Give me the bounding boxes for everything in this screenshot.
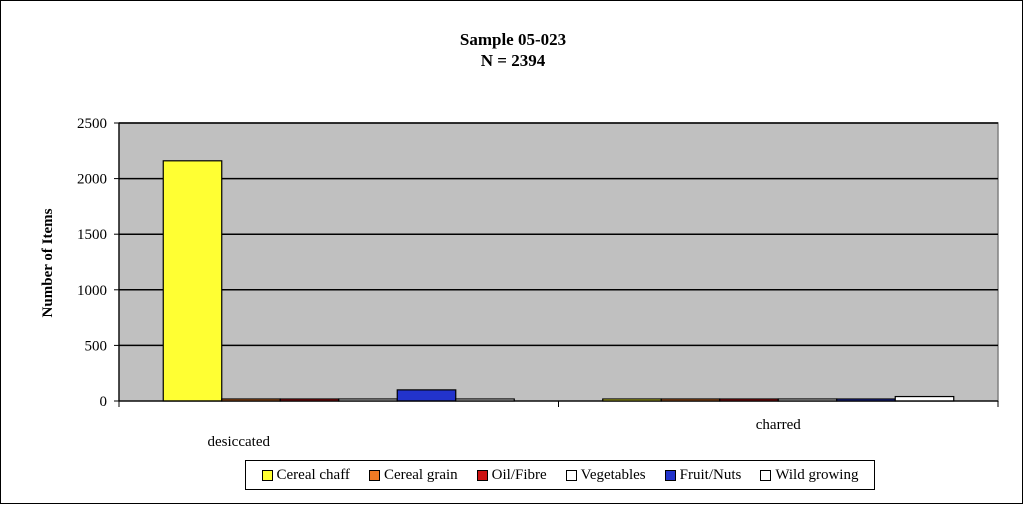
legend-label: Cereal grain [383, 466, 458, 483]
legend-label: Oil/Fibre [491, 466, 547, 483]
x-category-label: charred [756, 417, 801, 433]
legend-label: Vegetables [580, 466, 646, 483]
plot-area [118, 122, 999, 402]
y-tick-label: 2500 [77, 116, 107, 132]
legend-item: Oil/Fibre [476, 466, 547, 484]
legend-item: Vegetables [565, 466, 646, 484]
legend-label: Wild growing [775, 466, 859, 483]
y-tick-label: 2000 [77, 172, 107, 188]
legend-label: Fruit/Nuts [679, 466, 742, 483]
legend-item: Cereal chaff [261, 466, 350, 484]
legend-item: Wild growing [760, 467, 858, 484]
legend-swatch [760, 469, 772, 481]
chart-subtitle: N = 2394 [481, 51, 546, 70]
bar-fruit-nuts-desiccated [396, 389, 457, 402]
y-tick-label: 500 [85, 338, 108, 354]
legend-item: Fruit/Nuts [664, 466, 742, 484]
bar-cereal-chaff-desiccated [162, 160, 223, 402]
legend-label: Cereal chaff [276, 466, 350, 483]
legend-swatch [368, 469, 380, 481]
chart-title: Sample 05-023 [460, 30, 566, 49]
y-tick-label: 1500 [77, 227, 107, 243]
y-tick-label: 0 [100, 394, 108, 410]
legend-swatch [565, 469, 577, 481]
y-tick-label: 1000 [77, 283, 107, 299]
legend: Cereal chaff Cereal grain Oil/Fibre Vegetab… [245, 460, 875, 490]
bar-wild-growing-charred [894, 395, 955, 402]
legend-swatch [261, 469, 273, 481]
legend-swatch [664, 469, 676, 481]
y-axis-label: Number of Items [40, 208, 56, 317]
legend-item: Cereal grain [368, 466, 458, 484]
x-category-label: desiccated [208, 434, 271, 450]
legend-swatch [476, 469, 488, 481]
